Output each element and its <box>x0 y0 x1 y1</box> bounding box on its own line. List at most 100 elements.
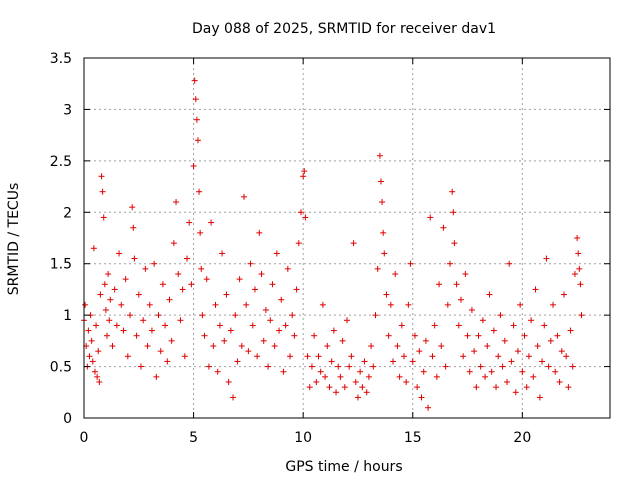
data-point <box>477 363 484 370</box>
data-point <box>447 260 454 267</box>
data-point <box>339 337 346 344</box>
data-point <box>521 332 528 339</box>
data-point <box>93 322 100 329</box>
data-point <box>276 327 283 334</box>
data-point <box>90 245 97 252</box>
x-tick-label: 0 <box>80 430 89 446</box>
data-point <box>144 343 151 349</box>
data-point <box>377 178 384 185</box>
data-point <box>455 322 462 329</box>
data-point <box>379 199 386 205</box>
data-point <box>449 188 456 195</box>
data-point <box>198 265 205 272</box>
data-point <box>254 353 261 360</box>
data-point <box>543 255 550 262</box>
data-point <box>479 317 486 324</box>
data-point <box>97 291 104 298</box>
data-point <box>348 353 355 360</box>
data-point <box>122 276 129 283</box>
data-point <box>464 332 471 339</box>
data-point <box>287 353 294 360</box>
data-point <box>501 337 508 344</box>
data-point <box>317 368 324 375</box>
data-point <box>576 265 583 272</box>
data-point <box>381 250 388 257</box>
data-point <box>216 322 223 329</box>
data-point <box>221 337 228 344</box>
data-point <box>488 368 495 375</box>
data-point <box>322 373 329 380</box>
data-point <box>193 116 200 123</box>
data-point <box>330 327 337 334</box>
data-point <box>282 322 289 329</box>
data-point <box>240 193 247 200</box>
data-point <box>506 260 513 267</box>
data-point <box>405 301 412 308</box>
data-point <box>199 312 206 319</box>
data-point <box>85 327 92 334</box>
data-point <box>567 327 574 334</box>
data-point <box>247 260 254 267</box>
data-point <box>484 343 491 349</box>
data-point <box>357 368 364 375</box>
data-point <box>236 276 243 283</box>
data-point <box>205 363 212 370</box>
data-point <box>539 358 546 365</box>
data-point <box>473 384 480 391</box>
data-point <box>444 301 451 308</box>
data-point <box>569 363 576 370</box>
data-point <box>482 373 489 380</box>
data-point <box>503 379 510 385</box>
data-point <box>170 240 177 247</box>
data-point <box>256 229 263 236</box>
data-point <box>460 353 467 360</box>
data-point <box>352 379 359 385</box>
data-point <box>238 343 245 349</box>
data-point <box>425 404 432 411</box>
data-point <box>528 317 535 324</box>
data-point <box>394 343 401 349</box>
data-point <box>385 332 392 339</box>
data-point <box>547 337 554 344</box>
data-point <box>151 260 158 267</box>
axis-ticks: 0 0.5 1 1.5 2 2.5 3 3.5 0 5 10 15 20 <box>50 51 610 446</box>
data-point <box>438 343 445 349</box>
data-point <box>368 343 375 349</box>
data-point <box>468 307 475 313</box>
data-point <box>273 250 280 257</box>
data-point <box>427 214 434 221</box>
data-point <box>105 271 112 277</box>
data-point <box>300 173 307 180</box>
data-point <box>376 152 383 159</box>
data-point <box>301 168 308 175</box>
data-point <box>106 317 113 324</box>
data-point <box>186 219 193 226</box>
data-point <box>219 250 226 257</box>
data-point <box>525 353 532 360</box>
data-point <box>271 343 278 349</box>
data-point <box>411 332 418 339</box>
data-point <box>230 394 237 401</box>
data-point <box>552 368 559 375</box>
data-point <box>337 373 344 380</box>
data-point <box>490 327 497 334</box>
data-point <box>534 343 541 349</box>
data-point <box>578 312 585 319</box>
data-point <box>284 265 291 272</box>
data-point <box>289 312 296 319</box>
data-point <box>335 363 342 370</box>
data-point <box>116 250 123 257</box>
x-tick-label: 15 <box>404 430 422 446</box>
data-point <box>227 327 234 334</box>
data-point <box>98 173 105 180</box>
data-point <box>418 394 425 401</box>
data-point <box>451 240 458 247</box>
data-point <box>249 322 256 329</box>
data-point <box>164 358 171 365</box>
data-point <box>313 379 320 385</box>
y-tick-label: 1.5 <box>50 257 72 273</box>
data-point <box>350 240 357 247</box>
data-point <box>308 363 315 370</box>
data-point <box>280 368 287 375</box>
data-point <box>173 199 180 205</box>
